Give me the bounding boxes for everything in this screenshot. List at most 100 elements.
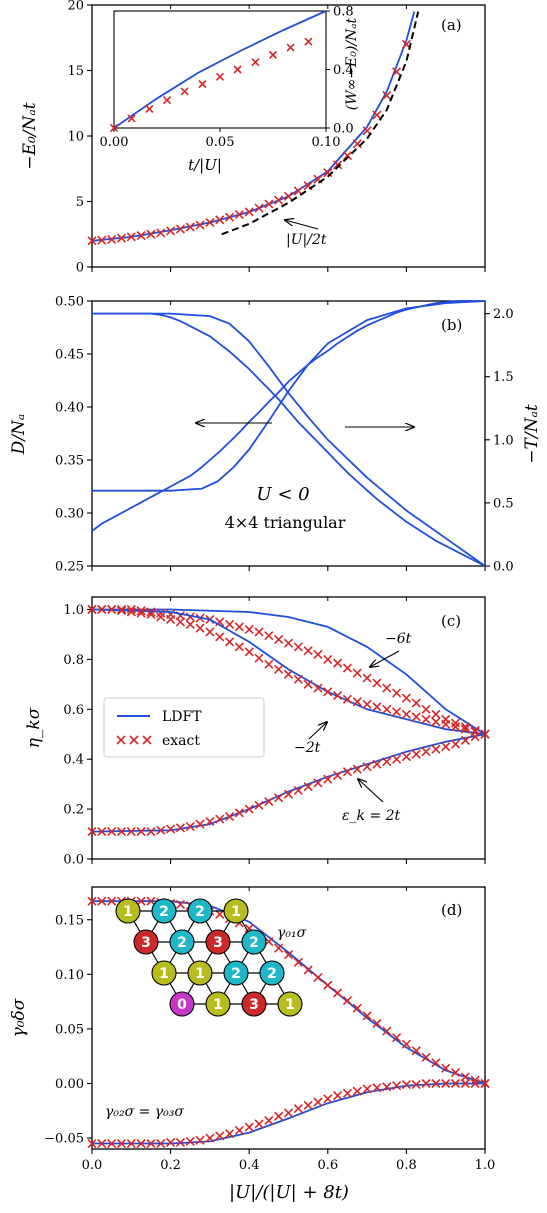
- y-tick-label: 0.2: [63, 803, 84, 818]
- exact-point: [401, 693, 411, 703]
- exact-point: [156, 608, 166, 618]
- exact-point: [392, 688, 402, 698]
- y-tick-label: 0.0: [63, 853, 84, 868]
- exact-point: [450, 1068, 461, 1078]
- exact-point: [441, 1063, 451, 1073]
- panel-b-ylabel-right: −T/Nₐt: [522, 404, 542, 464]
- exact-point: [303, 646, 313, 656]
- exact-point: [234, 210, 244, 220]
- panel-c-data: [87, 597, 490, 864]
- exact-point: [411, 749, 421, 759]
- y-tick-label: 0.40: [55, 401, 84, 416]
- exact-point: [185, 1136, 195, 1146]
- exact-point: [116, 233, 127, 243]
- exact-point: [156, 228, 166, 238]
- legend-exact-swatch: [116, 735, 152, 745]
- exact-point: [372, 759, 382, 769]
- right-tick-label: 1.5: [493, 370, 514, 385]
- inset-exact-point: [304, 37, 313, 46]
- x-tick-label: 0.0: [82, 1158, 103, 1173]
- lattice-site: [187, 960, 213, 986]
- x-tick-label: 1.0: [475, 1158, 496, 1173]
- exact-point: [283, 638, 294, 648]
- legend-ldft-label: LDFT: [162, 709, 202, 725]
- exact-point: [460, 1072, 470, 1082]
- panel-c-arrow-eps: [358, 779, 384, 803]
- exact-point: [136, 1138, 146, 1149]
- exact-point: [392, 1033, 402, 1043]
- lattice-site-label: 2: [195, 904, 205, 920]
- lattice-site-label: 2: [177, 935, 187, 951]
- exact-point: [116, 826, 127, 837]
- y-tick-label: 0.35: [55, 454, 84, 469]
- lattice-site: [151, 898, 177, 924]
- exact-point: [333, 658, 343, 668]
- exact-point: [411, 698, 421, 708]
- inset-exact-point: [127, 114, 136, 123]
- panel-a-asymptote-arrow: [285, 220, 319, 230]
- exact-point: [323, 1094, 333, 1104]
- exact-point: [97, 235, 107, 245]
- x-tick-label: 0.6: [317, 1158, 338, 1173]
- exact-point: [303, 1100, 313, 1110]
- exact-point: [244, 647, 254, 657]
- exact-point: [156, 825, 166, 835]
- right-tick-label: 2.0: [493, 307, 514, 322]
- exact-point: [421, 1078, 431, 1089]
- exact-point: [323, 774, 333, 784]
- exact-point: [136, 608, 146, 618]
- exact-point: [431, 1078, 441, 1089]
- lattice-site-label: 2: [249, 935, 259, 951]
- exact-point: [392, 754, 402, 764]
- exact-point: [342, 1088, 353, 1098]
- lattice-site-label: 2: [159, 904, 169, 920]
- exact-point: [392, 67, 402, 77]
- exact-point: [293, 785, 303, 795]
- inset-ticks: 0.00 0.05 0.100.0 0.4 0.8: [100, 5, 354, 151]
- ldft-line: [91, 300, 485, 532]
- exact-point: [87, 826, 97, 837]
- exact-point: [224, 1129, 235, 1139]
- lattice-site: [205, 929, 231, 955]
- exact-point: [234, 622, 244, 632]
- exact-point: [146, 826, 156, 837]
- exact-point: [401, 709, 411, 719]
- panel-d-label-g01: γ₀₁σ: [277, 925, 307, 941]
- ldft-line: [92, 608, 486, 735]
- y-tick-label: 0: [76, 261, 84, 276]
- y-tick-label: 0.6: [63, 703, 84, 718]
- lattice-site-label: 1: [213, 997, 223, 1013]
- exact-point: [264, 199, 274, 209]
- panel-c-y-ticks: 0.0 0.2 0.4 0.6 0.8 1.0: [63, 603, 92, 868]
- panel-c-arrow-minus2t: [308, 722, 327, 740]
- inset-frame: [113, 10, 327, 129]
- x-axis-ticks: 0.0 0.2 0.4 0.6 0.8 1.0: [82, 887, 496, 1173]
- exact-point: [166, 824, 176, 834]
- exact-point: [224, 637, 235, 647]
- exact-point: [136, 230, 146, 241]
- exact-point: [185, 222, 195, 232]
- panel-c-tag: (c): [441, 612, 461, 630]
- panel-b-data: [91, 300, 486, 571]
- panel-b-tag: (b): [441, 316, 462, 334]
- exact-point: [293, 957, 303, 967]
- panel-c-label-eps: ε_k = 2t: [342, 808, 401, 824]
- exact-point: [362, 762, 372, 772]
- exact-point: [97, 1138, 107, 1149]
- exact-point: [224, 812, 235, 822]
- inset-ylabel: (W∞−E₀)/Nₐt: [344, 17, 360, 110]
- exact-point: [372, 110, 382, 120]
- y-tick-label: 10: [67, 130, 84, 145]
- exact-point: [421, 747, 431, 757]
- y-tick-label: 15: [67, 64, 84, 79]
- y-tick-label: 0.05: [55, 1022, 84, 1037]
- x-tick-label: 0.8: [396, 1158, 417, 1173]
- exact-point: [107, 234, 117, 245]
- exact-point: [352, 1086, 362, 1096]
- panel-b-ylabel: D/Nₐ: [9, 414, 29, 456]
- exact-point: [303, 965, 313, 975]
- exact-point: [362, 1084, 372, 1094]
- exact-point: [215, 617, 225, 627]
- exact-point: [107, 896, 117, 906]
